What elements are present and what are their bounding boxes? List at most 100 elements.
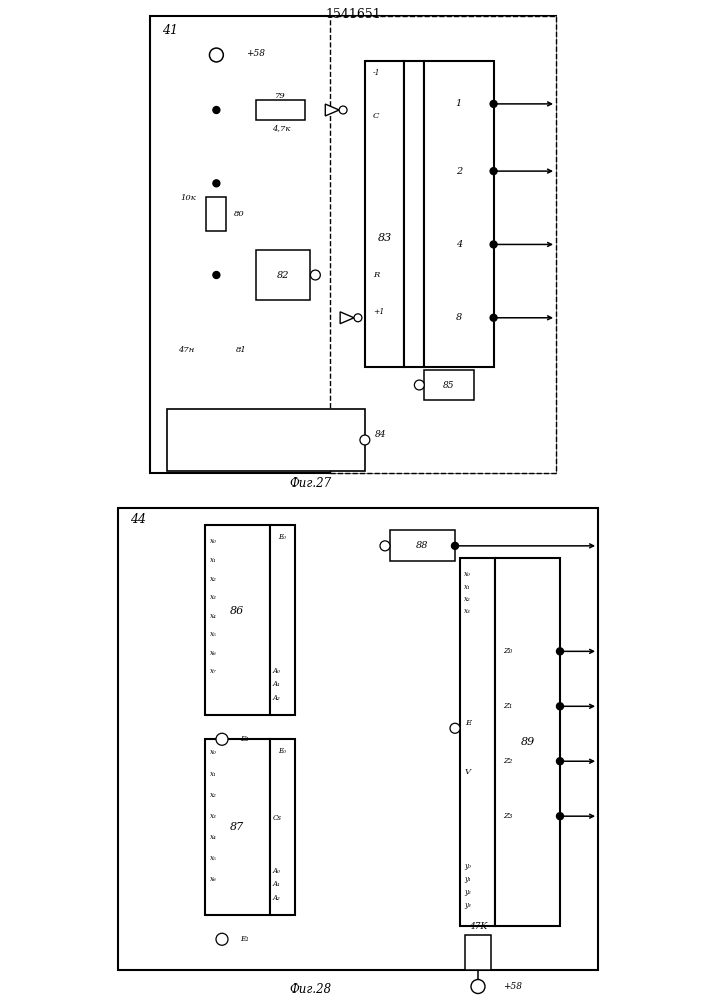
Text: y₂: y₂	[464, 888, 471, 896]
Text: x₂: x₂	[464, 595, 471, 603]
Text: x₆: x₆	[210, 875, 217, 883]
Text: 81: 81	[236, 346, 247, 354]
Text: A₀: A₀	[273, 667, 281, 675]
Text: x₄: x₄	[210, 612, 217, 620]
Text: E₁: E₁	[240, 735, 249, 743]
Text: 47K: 47K	[469, 922, 487, 931]
Circle shape	[490, 314, 497, 321]
Bar	[167, 409, 365, 471]
Bar	[365, 61, 404, 367]
Circle shape	[339, 106, 347, 114]
Bar	[330, 16, 556, 473]
Bar	[256, 100, 305, 120]
Text: Cs: Cs	[273, 814, 282, 822]
Circle shape	[216, 733, 228, 745]
Circle shape	[360, 435, 370, 445]
Text: A₁: A₁	[273, 880, 281, 888]
Text: 82: 82	[277, 270, 289, 279]
Text: 41: 41	[162, 24, 178, 37]
Circle shape	[354, 314, 362, 322]
Circle shape	[490, 168, 497, 175]
Bar	[495, 558, 560, 926]
Bar	[256, 250, 310, 300]
Text: x₁: x₁	[464, 583, 471, 591]
Circle shape	[213, 180, 220, 187]
Text: 2: 2	[456, 167, 462, 176]
Text: 79: 79	[275, 92, 286, 100]
Text: x₁: x₁	[210, 770, 217, 778]
Text: x₀: x₀	[210, 537, 217, 545]
Circle shape	[556, 703, 563, 710]
Text: x₃: x₃	[464, 607, 471, 615]
Text: 83: 83	[378, 233, 392, 243]
Text: 1: 1	[456, 99, 462, 108]
Bar	[150, 16, 556, 473]
Circle shape	[556, 813, 563, 820]
Text: y₃: y₃	[464, 901, 471, 909]
Text: x₁: x₁	[210, 556, 217, 564]
Text: A₂: A₂	[273, 694, 281, 702]
Text: V: V	[465, 768, 471, 776]
Text: x₃: x₃	[210, 812, 217, 820]
Text: 84: 84	[375, 430, 386, 439]
Circle shape	[450, 723, 460, 733]
Text: 85: 85	[443, 380, 455, 389]
Bar	[424, 370, 474, 400]
Circle shape	[209, 48, 223, 62]
Text: 86: 86	[230, 606, 245, 616]
Bar	[404, 61, 424, 367]
Text: x₆: x₆	[210, 649, 217, 657]
Text: 87: 87	[230, 822, 245, 832]
Text: x₂: x₂	[210, 575, 217, 583]
Text: Z₂: Z₂	[503, 757, 513, 765]
Circle shape	[490, 100, 497, 107]
Circle shape	[556, 648, 563, 655]
Circle shape	[471, 980, 485, 994]
Text: 80: 80	[234, 210, 245, 218]
Bar	[205, 525, 270, 715]
Bar	[460, 558, 495, 926]
Circle shape	[310, 270, 320, 280]
Circle shape	[452, 542, 459, 549]
Text: Фиг.28: Фиг.28	[289, 983, 331, 996]
Text: 89: 89	[520, 737, 534, 747]
Text: x₂: x₂	[210, 791, 217, 799]
Circle shape	[380, 541, 390, 551]
Text: -1: -1	[373, 69, 380, 77]
Text: +1: +1	[373, 308, 384, 316]
Text: 4,7к: 4,7к	[271, 124, 290, 132]
Text: E: E	[465, 719, 471, 727]
Polygon shape	[325, 104, 339, 116]
Text: Z₃: Z₃	[503, 812, 513, 820]
Text: x₇: x₇	[210, 667, 217, 675]
Text: Фиг.27: Фиг.27	[289, 477, 332, 490]
Circle shape	[213, 272, 220, 278]
Text: 44: 44	[130, 513, 146, 526]
Text: 47н: 47н	[178, 346, 194, 354]
Circle shape	[213, 107, 220, 113]
Text: y₀: y₀	[464, 862, 471, 870]
Circle shape	[216, 933, 228, 945]
Text: x₀: x₀	[464, 570, 471, 578]
Text: x₃: x₃	[210, 593, 217, 601]
Text: E₁: E₁	[240, 935, 249, 943]
Bar	[205, 739, 270, 915]
Text: 88: 88	[416, 541, 428, 550]
Text: 1541651: 1541651	[325, 8, 381, 21]
Text: Z₀: Z₀	[503, 647, 513, 655]
Text: x₀: x₀	[210, 748, 217, 756]
Text: R: R	[373, 271, 379, 279]
Text: +58: +58	[246, 49, 265, 58]
Text: y₁: y₁	[464, 875, 471, 883]
Text: A₁: A₁	[273, 680, 281, 688]
Bar	[424, 61, 493, 367]
Text: E₀: E₀	[279, 747, 286, 755]
Bar	[270, 739, 295, 915]
Bar	[465, 935, 491, 970]
Text: 4: 4	[456, 240, 462, 249]
Text: 8: 8	[456, 313, 462, 322]
Circle shape	[414, 380, 424, 390]
Circle shape	[490, 241, 497, 248]
Bar	[206, 197, 226, 231]
Bar	[390, 530, 455, 561]
